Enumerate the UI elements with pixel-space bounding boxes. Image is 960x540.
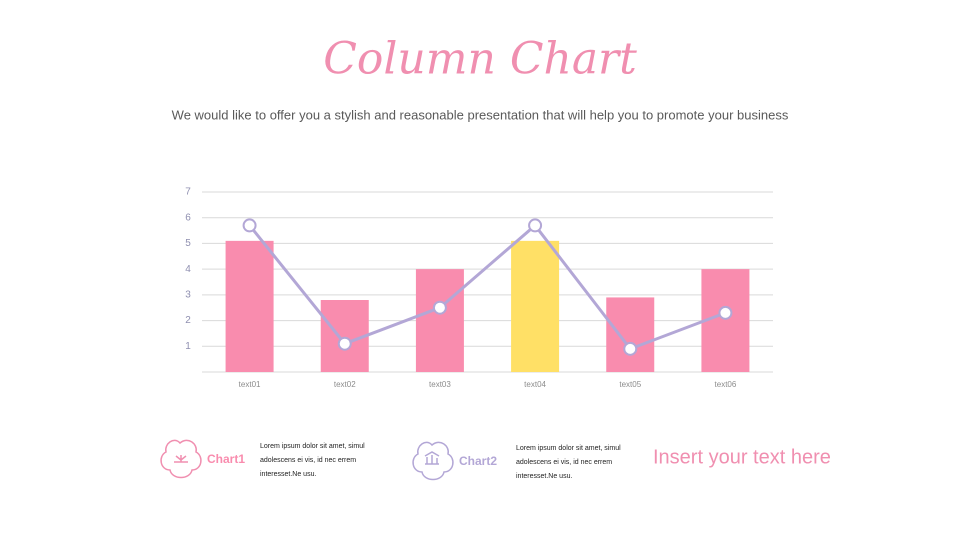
line-point (337, 336, 352, 351)
y-tick-label: 3 (185, 289, 191, 300)
line-point (718, 305, 733, 320)
x-tick-label: text05 (619, 380, 641, 389)
annotation: Insert your text here (653, 446, 831, 468)
bar (511, 240, 560, 372)
legend-icon-2 (412, 441, 454, 481)
legend-note: Lorem ipsum dolor sit amet, simul (260, 443, 365, 450)
legend-note: adolescens ei vis, id nec errem (516, 459, 612, 466)
bar (606, 297, 655, 372)
legend-label: Chart2 (459, 454, 497, 468)
y-tick-label: 4 (185, 264, 191, 275)
x-tick-label: text02 (334, 380, 356, 389)
chart-title: Column Chart (323, 34, 637, 85)
line-point (242, 218, 257, 233)
legend-icon-1 (160, 439, 202, 479)
bar (415, 269, 464, 372)
bar (701, 269, 750, 372)
y-tick-label: 6 (185, 212, 191, 223)
y-tick-label: 2 (185, 315, 191, 326)
line-point (432, 300, 447, 315)
line-point (528, 218, 543, 233)
line (248, 223, 726, 351)
subtitle: We would like to offer you a stylish and… (172, 107, 789, 122)
bar (320, 300, 369, 372)
legend-label: Chart1 (207, 452, 245, 466)
x-tick-label: text06 (715, 380, 737, 389)
y-tick-label: 1 (185, 341, 191, 352)
x-tick-label: text04 (524, 380, 546, 389)
y-tick-label: 7 (185, 187, 191, 198)
legend-note: interesset.Ne usu. (260, 471, 316, 478)
legend-note: adolescens ei vis, id nec errem (260, 457, 356, 464)
x-tick-label: text03 (429, 380, 451, 389)
x-tick-label: text01 (239, 380, 261, 389)
line-point (623, 341, 638, 356)
y-tick-label: 5 (185, 238, 191, 249)
legend-note: Lorem ipsum dolor sit amet, simul (516, 445, 621, 452)
bar (225, 240, 274, 372)
legend-note: interesset.Ne usu. (516, 473, 572, 480)
